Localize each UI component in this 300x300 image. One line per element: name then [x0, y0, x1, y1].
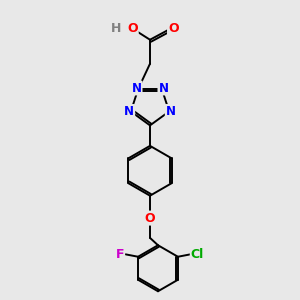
Text: N: N — [132, 82, 142, 94]
Text: O: O — [145, 212, 155, 225]
Text: N: N — [166, 105, 176, 118]
Text: O: O — [127, 22, 138, 35]
Text: Cl: Cl — [191, 248, 204, 261]
Text: N: N — [124, 105, 134, 118]
Text: O: O — [168, 22, 178, 35]
Text: F: F — [116, 248, 124, 261]
Text: N: N — [158, 82, 168, 94]
Text: H: H — [111, 22, 122, 35]
